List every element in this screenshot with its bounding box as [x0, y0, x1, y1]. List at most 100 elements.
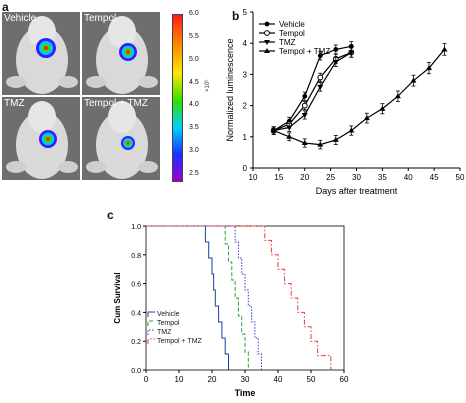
legend-label: Tempol [279, 29, 305, 38]
data-point [286, 133, 293, 139]
data-point [317, 53, 323, 59]
mouse-image-vehicle: Vehicle [2, 12, 80, 95]
y-tick-label: 0.2 [131, 339, 141, 346]
x-tick-label: 25 [326, 173, 335, 182]
legend-label: TMZ [157, 329, 172, 336]
data-point [333, 47, 339, 52]
x-tick-label: 50 [307, 375, 316, 384]
x-tick-label: 30 [241, 375, 250, 384]
y-tick-label: 0.8 [131, 253, 141, 260]
data-point [270, 127, 277, 133]
data-point [264, 21, 270, 27]
legend-entry: Tempol + TMZ [147, 338, 203, 345]
data-point [425, 65, 432, 71]
legend-entry: Tempol [147, 320, 180, 327]
mouse-image-tempol: Tempol [82, 12, 160, 95]
data-point [301, 102, 308, 109]
mouse-head [108, 101, 136, 133]
data-point [317, 74, 324, 81]
legend-swatch [147, 311, 155, 317]
legend-label: Tempol + TMZ [157, 338, 203, 345]
colorbar-tick-label: 6.0 [189, 10, 199, 17]
colorbar-tick-label: 3.5 [189, 124, 199, 132]
mouse-image-tempol-tmz: Tempol + TMZ [82, 97, 160, 180]
legend: Vehicle Tempol TMZ Tempol + TMZ [147, 311, 203, 345]
tile-label: Vehicle [4, 13, 37, 24]
mouse-torso [16, 26, 68, 94]
y-tick-label: 0 [243, 164, 248, 173]
mouse-body [6, 16, 78, 94]
legend-swatch [147, 329, 155, 335]
mouse-paw [6, 161, 26, 173]
mouse-paw [138, 76, 158, 88]
y-tick-label: 1.0 [131, 224, 141, 231]
tile-label: TMZ [4, 98, 25, 109]
tumor-signal-core [126, 50, 130, 54]
legend-entry: TMZ [259, 38, 296, 47]
luminescence-colorbar [172, 14, 183, 182]
data-point [332, 136, 339, 142]
y-tick-label: 4 [243, 39, 248, 48]
legend-entry: Tempol + TMZ [259, 47, 330, 56]
data-point [379, 105, 386, 111]
data-point [348, 50, 355, 56]
legend-label: Vehicle [279, 20, 305, 29]
panel-b-letter: b [232, 9, 240, 23]
data-point [363, 115, 370, 121]
tumor-signal-core [46, 137, 50, 141]
x-axis-label: Time [235, 388, 256, 398]
data-point [410, 77, 417, 83]
series-line [273, 49, 445, 146]
y-axis-label: Normalized luminescence [225, 38, 235, 141]
series-tempol-tmz [270, 43, 448, 150]
y-tick-label: 0.6 [131, 282, 141, 289]
panel-c-letter: c [107, 208, 114, 222]
y-tick-label: 2 [243, 102, 248, 111]
data-point [317, 84, 324, 90]
y-axis-label: Cum Survival [113, 272, 122, 323]
mouse-body [6, 101, 78, 179]
colorbar-tick-label: 5.0 [189, 55, 199, 63]
survival-curve-vehicle [146, 225, 229, 370]
data-point [441, 46, 448, 52]
x-tick-label: 60 [340, 375, 349, 384]
x-tick-label: 10 [175, 375, 184, 384]
legend-entry: Vehicle [147, 311, 180, 318]
x-tick-label: 20 [208, 375, 217, 384]
mouse-silhouette [86, 101, 158, 179]
data-point [332, 59, 339, 65]
tumor-signal-core [126, 141, 130, 145]
survival-curve-tempol [146, 225, 249, 370]
mouse-paw [58, 161, 78, 173]
legend-swatch [147, 338, 155, 344]
x-tick-label: 45 [430, 173, 439, 182]
x-tick-label: 0 [144, 375, 149, 384]
data-point [264, 30, 270, 36]
data-point [301, 112, 308, 118]
legend-entry: TMZ [147, 329, 172, 336]
data-point [286, 125, 293, 131]
data-point [302, 93, 308, 99]
mouse-head [108, 16, 136, 48]
legend-label: TMZ [279, 38, 296, 47]
tile-label: Tempol + TMZ [84, 98, 148, 109]
colorbar-tick-label: 3.0 [189, 147, 199, 155]
legend-entry: Vehicle [259, 20, 305, 29]
series-line [273, 45, 352, 132]
mouse-body [86, 101, 158, 179]
mouse-paw [86, 76, 106, 88]
bioluminescence-image-grid: Vehicle Tempol TMZ Tempol + TMZ [2, 12, 160, 180]
legend-label: Tempol [157, 320, 180, 327]
mouse-image-tmz: TMZ [2, 97, 80, 180]
data-point [264, 48, 270, 53]
mouse-paw [86, 161, 106, 173]
survival-curve-tempol-tmz [146, 225, 332, 370]
x-axis-label: Days after treatment [316, 186, 398, 196]
plot-frame [145, 225, 345, 371]
legend-swatch [147, 320, 155, 326]
data-point [264, 40, 270, 45]
mouse-torso [96, 26, 148, 94]
data-point [301, 140, 308, 146]
